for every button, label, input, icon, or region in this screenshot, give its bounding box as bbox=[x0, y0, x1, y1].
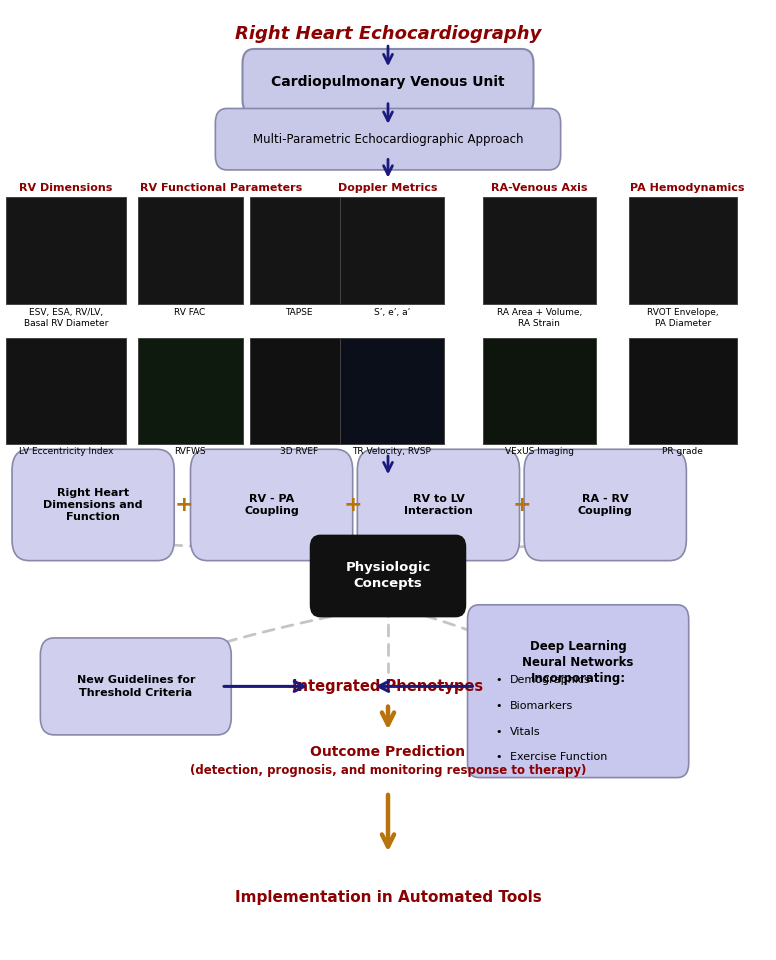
Text: RVOT Envelope,
PA Diameter: RVOT Envelope, PA Diameter bbox=[647, 308, 719, 327]
FancyBboxPatch shape bbox=[340, 197, 444, 304]
FancyBboxPatch shape bbox=[137, 338, 242, 444]
Text: 3D RVEF: 3D RVEF bbox=[279, 447, 318, 456]
Text: Deep Learning
Neural Networks
Incorporating:: Deep Learning Neural Networks Incorporat… bbox=[522, 640, 634, 685]
Text: Right Heart
Dimensions and
Function: Right Heart Dimensions and Function bbox=[43, 488, 143, 522]
Text: S’, e’, a’: S’, e’, a’ bbox=[374, 308, 410, 317]
FancyBboxPatch shape bbox=[242, 49, 534, 114]
Text: Outcome Prediction: Outcome Prediction bbox=[310, 745, 466, 758]
Text: RA-Venous Axis: RA-Venous Axis bbox=[491, 183, 587, 193]
Text: Exercise Function: Exercise Function bbox=[511, 753, 608, 762]
FancyBboxPatch shape bbox=[310, 536, 465, 616]
Text: Biomarkers: Biomarkers bbox=[511, 701, 573, 710]
FancyBboxPatch shape bbox=[137, 197, 242, 304]
Text: TR Velocity, RVSP: TR Velocity, RVSP bbox=[352, 447, 431, 456]
FancyBboxPatch shape bbox=[629, 338, 737, 444]
Text: RV Functional Parameters: RV Functional Parameters bbox=[140, 183, 303, 193]
Text: RV to LV
Interaction: RV to LV Interaction bbox=[404, 494, 473, 516]
Text: •: • bbox=[495, 675, 502, 684]
FancyBboxPatch shape bbox=[215, 108, 560, 170]
Text: Right Heart Echocardiography: Right Heart Echocardiography bbox=[235, 25, 541, 42]
FancyBboxPatch shape bbox=[525, 449, 687, 561]
Text: Implementation in Automated Tools: Implementation in Automated Tools bbox=[234, 890, 542, 905]
Text: +: + bbox=[344, 495, 362, 515]
Text: ESV, ESA, RV/LV,
Basal RV Diameter: ESV, ESA, RV/LV, Basal RV Diameter bbox=[24, 308, 108, 327]
Text: Doppler Metrics: Doppler Metrics bbox=[338, 183, 438, 193]
FancyBboxPatch shape bbox=[190, 449, 352, 561]
Text: TAPSE: TAPSE bbox=[285, 308, 313, 317]
Text: RV FAC: RV FAC bbox=[175, 308, 206, 317]
FancyBboxPatch shape bbox=[6, 197, 126, 304]
FancyBboxPatch shape bbox=[357, 449, 520, 561]
FancyBboxPatch shape bbox=[40, 638, 231, 735]
Text: Cardiopulmonary Venous Unit: Cardiopulmonary Venous Unit bbox=[271, 75, 505, 88]
FancyBboxPatch shape bbox=[483, 197, 595, 304]
Text: +: + bbox=[512, 495, 531, 515]
FancyBboxPatch shape bbox=[250, 197, 347, 304]
Text: PA Hemodynamics: PA Hemodynamics bbox=[629, 183, 744, 193]
Text: PR grade: PR grade bbox=[663, 447, 703, 456]
FancyBboxPatch shape bbox=[6, 338, 126, 444]
Text: VExUS Imaging: VExUS Imaging bbox=[505, 447, 573, 456]
Text: LV Eccentricity Index: LV Eccentricity Index bbox=[19, 447, 113, 456]
FancyBboxPatch shape bbox=[467, 605, 688, 778]
FancyBboxPatch shape bbox=[340, 338, 444, 444]
Text: RV - PA
Coupling: RV - PA Coupling bbox=[244, 494, 299, 516]
Text: New Guidelines for
Threshold Criteria: New Guidelines for Threshold Criteria bbox=[77, 675, 195, 698]
Text: RA Area + Volume,
RA Strain: RA Area + Volume, RA Strain bbox=[497, 308, 582, 327]
FancyBboxPatch shape bbox=[629, 197, 737, 304]
Text: Demographics: Demographics bbox=[511, 675, 591, 684]
Text: Multi-Parametric Echocardiographic Approach: Multi-Parametric Echocardiographic Appro… bbox=[253, 132, 523, 146]
Text: •: • bbox=[495, 753, 502, 762]
FancyBboxPatch shape bbox=[483, 338, 595, 444]
Text: +: + bbox=[175, 495, 193, 515]
FancyBboxPatch shape bbox=[12, 449, 174, 561]
Text: Integrated Phenotypes: Integrated Phenotypes bbox=[293, 679, 483, 694]
Text: •: • bbox=[495, 701, 502, 710]
Text: RA - RV
Coupling: RA - RV Coupling bbox=[578, 494, 632, 516]
Text: •: • bbox=[495, 727, 502, 736]
Text: Physiologic
Concepts: Physiologic Concepts bbox=[345, 562, 431, 590]
FancyBboxPatch shape bbox=[250, 338, 347, 444]
Text: RV Dimensions: RV Dimensions bbox=[19, 183, 113, 193]
Text: RVFWS: RVFWS bbox=[175, 447, 206, 456]
Text: Vitals: Vitals bbox=[511, 727, 541, 736]
Text: (detection, prognosis, and monitoring response to therapy): (detection, prognosis, and monitoring re… bbox=[190, 764, 586, 778]
